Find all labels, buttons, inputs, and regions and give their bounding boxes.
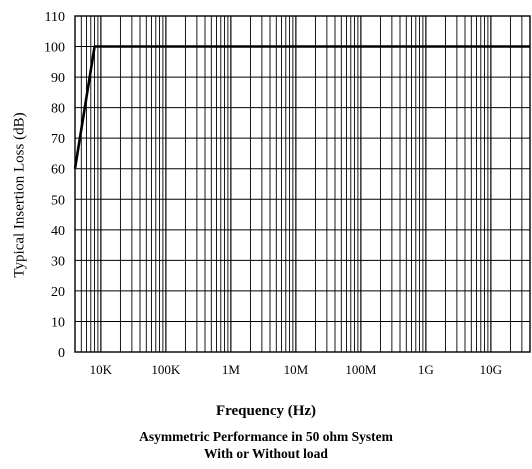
y-axis-label: Typical Insertion Loss (dB) <box>12 112 29 277</box>
x-tick-label: 1M <box>222 362 241 377</box>
chart-grid <box>75 16 530 352</box>
y-tick-label: 40 <box>51 224 65 239</box>
y-tick-label: 10 <box>51 315 65 330</box>
x-tick-label: 100M <box>345 362 377 377</box>
x-tick-label: 1G <box>418 362 434 377</box>
y-tick-label: 50 <box>51 193 65 208</box>
caption-line-2: With or Without load <box>0 446 532 462</box>
x-tick-label: 10K <box>90 362 113 377</box>
y-tick-label: 20 <box>51 285 65 300</box>
y-tick-label: 30 <box>51 254 65 269</box>
y-tick-label: 110 <box>45 10 65 25</box>
x-axis-ticks: 10K 100K 1M 10M 100M 1G 10G <box>90 362 502 377</box>
x-tick-label: 100K <box>151 362 181 377</box>
x-tick-label: 10G <box>480 362 502 377</box>
y-tick-label: 0 <box>58 346 65 361</box>
y-tick-label: 70 <box>51 132 65 147</box>
y-tick-label: 80 <box>51 102 65 117</box>
x-axis-label: Frequency (Hz) <box>0 403 532 420</box>
caption-line-1: Asymmetric Performance in 50 ohm System <box>0 429 532 445</box>
y-tick-label: 100 <box>44 41 65 56</box>
y-tick-label: 60 <box>51 163 65 178</box>
x-tick-label: 10M <box>284 362 309 377</box>
plot-frame <box>75 16 530 352</box>
y-axis-ticks: 0 10 20 30 40 50 60 70 80 90 100 110 <box>44 10 65 361</box>
y-tick-label: 90 <box>51 71 65 86</box>
